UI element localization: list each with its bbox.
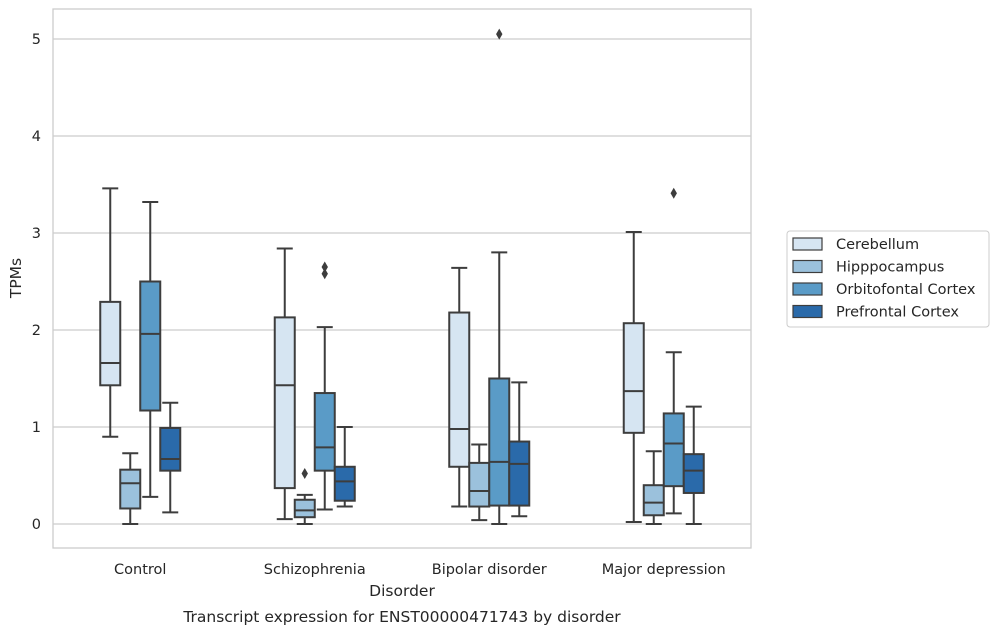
box-3-3	[682, 405, 705, 525]
outlier-point	[321, 268, 328, 280]
legend-swatch	[792, 237, 823, 251]
x-tick-label: Bipolar disorder	[432, 562, 547, 578]
box-3-0	[622, 231, 645, 524]
y-tick-label: 2	[32, 323, 41, 339]
box-iqr	[622, 322, 645, 434]
box-iqr	[662, 412, 685, 488]
outlier-point	[321, 261, 328, 273]
legend-items: Cerebellum Hipppocampus Orbitofontal Corte…	[792, 237, 976, 321]
box-iqr	[448, 311, 471, 468]
box-iqr	[119, 468, 142, 510]
plot-area-frame	[52, 8, 752, 549]
outlier-point	[670, 187, 677, 199]
x-tick-label: Schizophrenia	[264, 562, 366, 578]
box-0-2	[139, 200, 162, 498]
box-iqr	[333, 465, 356, 502]
outlier-point	[301, 468, 308, 480]
legend-swatch	[792, 282, 823, 296]
box-1-0	[273, 247, 296, 521]
box-2-0	[448, 266, 471, 508]
box-iqr	[508, 440, 531, 507]
box-iqr	[99, 300, 122, 387]
box-iqr	[139, 280, 162, 412]
box-iqr	[313, 392, 336, 472]
legend-label: Cerebellum	[836, 237, 919, 253]
box-iqr	[468, 461, 491, 508]
box-iqr	[642, 484, 665, 517]
box-0-1	[119, 452, 142, 525]
y-tick-label: 5	[32, 32, 41, 48]
boxes	[99, 28, 705, 525]
box-iqr	[159, 426, 182, 472]
x-tick-label: Major depression	[602, 562, 726, 578]
box-iqr	[293, 498, 316, 519]
y-tick-labels: 0 1 2 3 4 5	[32, 32, 41, 533]
y-tick-label: 4	[32, 129, 41, 145]
y-tick-label: 0	[32, 517, 41, 533]
chart-caption: Transcript expression for ENST0000047174…	[182, 608, 621, 626]
legend-label: Prefrontal Cortex	[836, 305, 959, 321]
legend-label: Orbitofontal Cortex	[836, 282, 976, 298]
box-1-3	[333, 426, 356, 508]
box-2-2	[488, 28, 511, 525]
legend-swatch	[792, 259, 823, 274]
legend-label: Hipppocampus	[836, 260, 944, 276]
y-tick-label: 1	[32, 420, 41, 436]
y-tick-label: 3	[32, 226, 41, 242]
x-tick-labels: Control Schizophrenia Bipolar disorder Majo…	[114, 562, 726, 578]
x-tick-label: Control	[114, 562, 166, 578]
box-2-3	[508, 381, 531, 518]
legend-swatch	[792, 304, 823, 319]
x-axis-label: Disorder	[369, 582, 435, 600]
box-0-3	[159, 401, 182, 514]
box-iqr	[273, 316, 296, 490]
box-1-1	[293, 468, 316, 525]
box-0-0	[99, 187, 122, 438]
legend: Cerebellum Hipppocampus Orbitofontal Corte…	[786, 230, 990, 328]
box-3-1	[642, 450, 665, 525]
box-2-1	[468, 443, 491, 522]
box-3-2	[662, 187, 685, 515]
box-iqr	[488, 377, 511, 507]
y-axis-label: TPMs	[7, 258, 25, 299]
outlier-point	[496, 28, 503, 40]
box-iqr	[682, 453, 705, 494]
box-1-2	[313, 261, 336, 511]
legend-frame	[786, 230, 990, 328]
